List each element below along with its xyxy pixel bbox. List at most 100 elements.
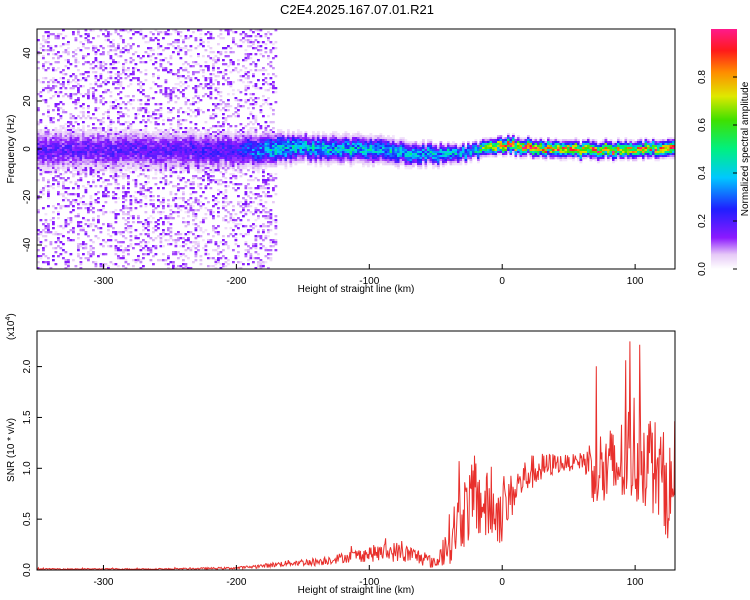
spectrogram-cell	[169, 153, 173, 156]
spectrogram-cell	[54, 129, 58, 132]
spectrogram-cell	[112, 153, 115, 156]
spectrogram-cell	[197, 29, 200, 32]
spectrogram-cell	[94, 225, 98, 228]
spectrogram-cell	[249, 149, 253, 152]
spectrogram-cell	[54, 241, 58, 244]
spectrogram-cell	[274, 177, 278, 180]
spectrogram-cell	[159, 63, 163, 66]
spectrogram-cell	[84, 171, 88, 174]
spectrogram-cell	[157, 151, 160, 154]
spectrogram-cell	[197, 107, 200, 110]
spectrogram-cell	[84, 165, 88, 168]
spectrogram-cell	[142, 163, 145, 166]
spectrogram-cell	[74, 167, 78, 170]
spectrogram-cell	[269, 147, 273, 150]
spectrogram-cell	[62, 157, 65, 160]
spectrogram-cell	[172, 89, 175, 92]
spectrogram-cell	[212, 51, 215, 54]
spectrogram-cell	[204, 133, 208, 136]
spectrogram-cell	[154, 37, 158, 40]
spectrogram-cell	[299, 153, 303, 156]
spectrogram-cell	[259, 53, 263, 56]
spectrogram-cell	[72, 175, 75, 178]
spectrogram-cell	[174, 161, 178, 164]
spectrogram-cell	[139, 107, 143, 110]
spectrogram-cell	[37, 151, 40, 154]
spectrogram-cell	[84, 55, 88, 58]
spectrogram-cell	[217, 225, 220, 228]
spectrogram-cell	[114, 209, 118, 212]
spectrogram-cell	[149, 49, 153, 52]
spectrogram-cell	[79, 227, 83, 230]
spectrogram-cell	[207, 129, 210, 132]
spectrogram-cell	[92, 151, 95, 154]
spectrogram-cell	[237, 255, 240, 258]
spectrogram-cell	[247, 39, 250, 42]
spectrogram-cell	[184, 265, 188, 268]
spectrogram-cell	[229, 167, 233, 170]
spectrogram-cell	[262, 175, 265, 178]
spectrogram-cell	[67, 143, 70, 146]
spectrogram-cell	[54, 133, 58, 136]
spectrogram-cell	[177, 165, 180, 168]
spectrogram-cell	[132, 133, 135, 136]
spectrogram-cell	[319, 155, 323, 158]
spectrogram-cell	[274, 241, 278, 244]
spectrogram-cell	[72, 143, 75, 146]
spectrogram-cell	[262, 143, 265, 146]
spectrogram-cell	[112, 131, 115, 134]
spectrogram-cell	[79, 85, 83, 88]
spectrogram-cell	[77, 203, 80, 206]
spectrogram-cell	[129, 207, 133, 210]
spectrogram-cell	[139, 135, 143, 138]
spectrogram-cell	[59, 87, 63, 90]
spectrogram-cell	[39, 191, 43, 194]
spectrogram-cell	[39, 47, 43, 50]
spectrogram-cell	[177, 153, 180, 156]
spectrogram-cell	[79, 153, 83, 156]
spectrogram-cell	[137, 89, 140, 92]
spectrogram-cell	[217, 179, 220, 182]
spectrogram-cell	[62, 127, 65, 130]
spectrogram-cell	[247, 161, 250, 164]
spectrogram-cell	[214, 155, 218, 158]
spectrogram-cell	[222, 167, 225, 170]
spectrogram-cell	[189, 181, 193, 184]
spectrogram-cell	[152, 165, 155, 168]
spectrogram-cell	[42, 133, 45, 136]
spectrogram-cell	[152, 255, 155, 258]
spectrogram-cell	[262, 135, 265, 138]
spectrogram-cell	[262, 263, 265, 266]
spectrogram-cell	[257, 155, 260, 158]
spectrogram-cell	[219, 137, 223, 140]
spectrogram-cell	[152, 227, 155, 230]
spectrogram-cell	[147, 137, 150, 140]
spectrogram-cell	[132, 157, 135, 160]
spectrogram-cell	[144, 233, 148, 236]
spectrogram-cell	[52, 49, 55, 52]
spectrogram-cell	[169, 167, 173, 170]
spectrogram-cell	[217, 133, 220, 136]
spectrogram-cell	[267, 153, 270, 156]
spectrogram-cell	[272, 219, 275, 222]
spectrogram-cell	[217, 259, 220, 262]
spectrogram-cell	[192, 103, 195, 106]
spectrogram-cell	[124, 151, 128, 154]
spectrogram-cell	[162, 157, 165, 160]
spectrogram-cell	[107, 81, 110, 84]
spectrogram-cell	[254, 211, 258, 214]
spectrogram-cell	[87, 125, 90, 128]
spectrogram-cell	[112, 169, 115, 172]
spectrogram-cell	[67, 205, 70, 208]
spectrogram-cell	[254, 159, 258, 162]
spectrogram-cell	[179, 187, 183, 190]
spectrogram-cell	[174, 129, 178, 132]
spectrogram-cell	[299, 151, 303, 154]
spectrogram-cell	[302, 153, 305, 156]
spectrogram-cell	[117, 113, 120, 116]
spectrogram-cell	[302, 147, 305, 150]
spectrogram-cell	[132, 77, 135, 80]
spectrogram-cell	[82, 95, 85, 98]
spectrogram-cell	[207, 67, 210, 70]
spectrogram-cell	[244, 33, 248, 36]
